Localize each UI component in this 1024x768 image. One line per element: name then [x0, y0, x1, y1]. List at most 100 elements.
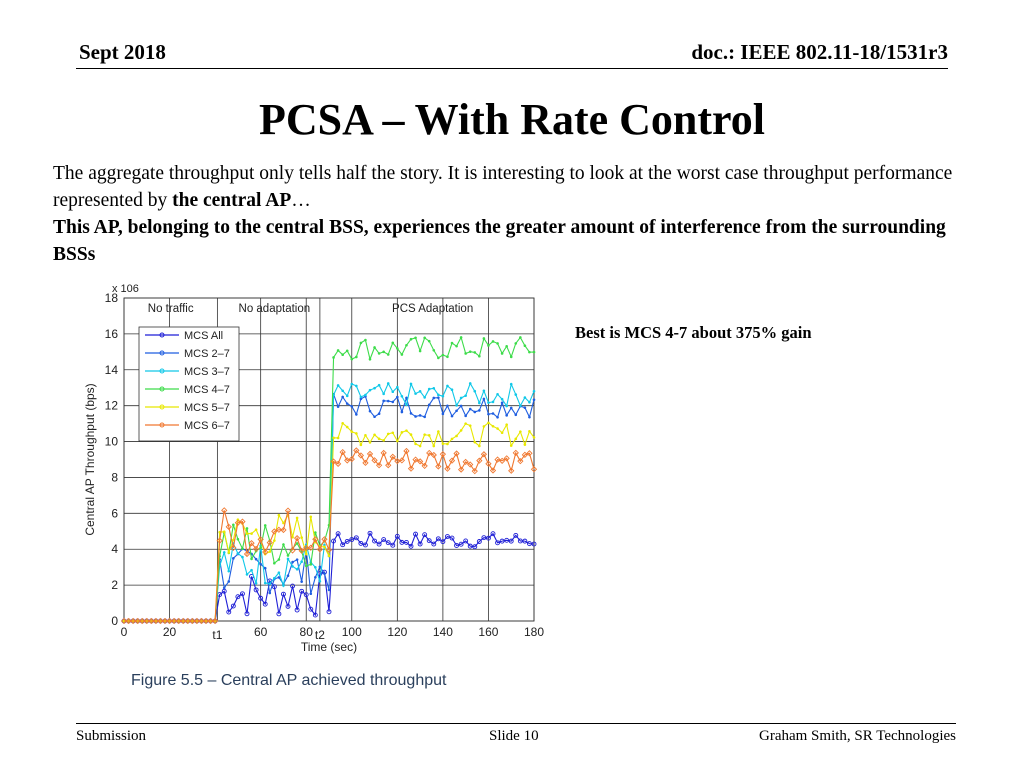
series-point-5 — [216, 537, 223, 544]
series-point-2 — [282, 584, 285, 587]
series-point-0 — [294, 607, 300, 613]
series-point-0 — [522, 538, 528, 544]
series-point-1 — [327, 588, 331, 592]
series-point-2 — [350, 382, 354, 386]
series-point-2 — [373, 386, 376, 390]
series-point-5 — [321, 536, 328, 543]
series-point-5 — [125, 617, 132, 625]
series-point-0 — [458, 541, 464, 547]
series-point-2 — [473, 389, 477, 393]
series-point-4 — [295, 516, 299, 520]
series-point-5 — [303, 544, 310, 552]
figure-caption: Figure 5.5 – Central AP achieved through… — [131, 672, 447, 689]
series-point-2 — [500, 397, 504, 401]
series-point-0 — [381, 537, 387, 543]
series-point-5 — [293, 535, 301, 542]
series-point-5 — [412, 456, 419, 463]
series-point-1 — [336, 405, 340, 408]
series-point-1 — [468, 407, 472, 411]
legend-entry: MCS All — [184, 330, 223, 342]
series-point-4 — [273, 539, 276, 542]
series-point-5 — [207, 617, 214, 625]
series-point-4 — [323, 545, 326, 549]
series-point-5 — [371, 457, 378, 464]
series-point-4 — [487, 421, 490, 425]
footer-rule — [76, 723, 956, 724]
series-point-1 — [355, 413, 358, 416]
series-point-4 — [478, 444, 481, 448]
series-point-1 — [432, 396, 436, 400]
header-rule — [76, 68, 948, 69]
series-point-2 — [423, 396, 426, 399]
series-point-5 — [398, 457, 406, 464]
series-point-3 — [468, 350, 472, 353]
series-point-3 — [282, 543, 285, 546]
series-point-3 — [263, 524, 267, 527]
series-point-1 — [500, 401, 504, 405]
series-point-5 — [289, 547, 296, 554]
series-point-1 — [528, 415, 531, 419]
series-point-0 — [226, 609, 232, 615]
series-point-3 — [364, 338, 367, 342]
series-point-5 — [435, 463, 442, 470]
series-point-1 — [487, 412, 490, 416]
series-point-4 — [455, 434, 458, 438]
y-tick-label: 10 — [105, 435, 119, 449]
header-date: Sept 2018 — [79, 40, 166, 64]
series-point-1 — [532, 398, 536, 401]
legend-entry: MCS 2–7 — [184, 348, 230, 360]
series-point-0 — [367, 530, 373, 536]
series-point-5 — [257, 536, 264, 543]
series-point-2 — [355, 384, 358, 388]
series-point-5 — [508, 467, 515, 474]
series-point-2 — [273, 576, 276, 580]
series-point-2 — [277, 571, 281, 575]
series-point-1 — [314, 575, 317, 579]
series-point-3 — [491, 340, 495, 343]
series-point-0 — [353, 535, 359, 541]
series-point-4 — [364, 433, 367, 437]
series-point-1 — [514, 413, 518, 417]
series-point-2 — [418, 390, 422, 393]
series-point-3 — [482, 337, 486, 340]
series-point-4 — [432, 444, 436, 448]
series-point-3 — [450, 341, 454, 345]
series-point-5 — [248, 540, 255, 547]
series-point-5 — [457, 466, 465, 473]
series-point-3 — [496, 342, 499, 345]
series-point-1 — [286, 574, 290, 578]
series-point-1 — [377, 412, 381, 416]
series-point-3 — [455, 344, 458, 348]
series-point-3 — [377, 352, 381, 355]
series-point-0 — [358, 540, 364, 546]
y-axis-label: Central AP Throughput (bps) — [83, 383, 97, 535]
series-point-0 — [440, 539, 446, 545]
phase-label: No traffic — [148, 303, 194, 315]
series-point-4 — [254, 528, 258, 532]
series-point-0 — [312, 612, 318, 618]
series-point-3 — [295, 542, 299, 545]
series-point-5 — [157, 617, 164, 625]
series-point-2 — [254, 582, 258, 585]
series-point-3 — [241, 547, 244, 551]
legend-marker — [159, 350, 165, 356]
y-multiplier-label: x 106 — [112, 283, 139, 295]
series-point-2 — [314, 565, 317, 569]
series-point-2 — [245, 573, 249, 576]
series-point-4 — [232, 538, 235, 542]
x-tick-label: 180 — [524, 625, 544, 639]
series-point-5 — [430, 451, 437, 459]
series-point-2 — [300, 560, 303, 564]
series-point-1 — [409, 412, 413, 415]
series-point-0 — [431, 541, 437, 547]
x-tick-label: 100 — [342, 625, 362, 639]
series-point-2 — [509, 382, 513, 386]
series-point-1 — [423, 415, 426, 419]
series-point-1 — [459, 404, 463, 408]
series-point-1 — [232, 557, 235, 560]
series-point-0 — [276, 611, 282, 617]
series-point-4 — [496, 427, 499, 430]
series-point-4 — [368, 441, 372, 444]
series-point-0 — [490, 531, 496, 537]
legend-marker — [159, 368, 165, 374]
